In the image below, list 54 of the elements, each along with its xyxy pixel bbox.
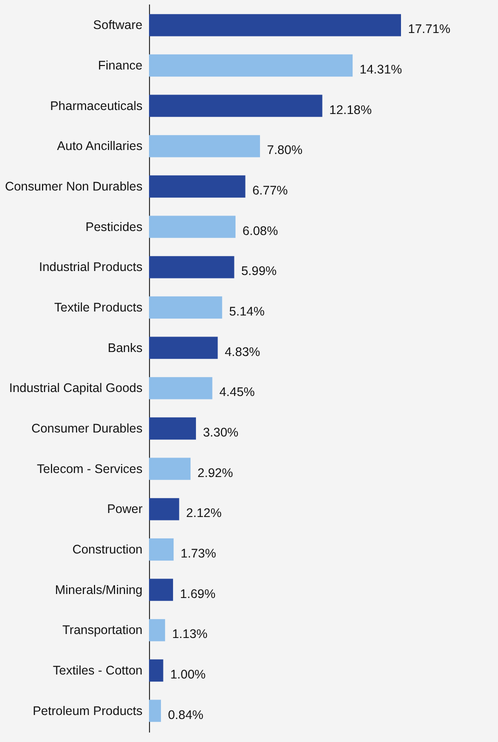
bar	[149, 135, 260, 158]
data-label: 4.45%	[219, 385, 255, 400]
y-tick-label: Textile Products	[54, 300, 142, 314]
bar	[149, 216, 236, 238]
bar	[149, 700, 161, 722]
data-label: 2.92%	[198, 466, 234, 480]
data-label: 2.12%	[186, 506, 222, 520]
data-label: 17.71%	[408, 22, 450, 36]
y-tick-label: Minerals/Mining	[54, 582, 143, 597]
bar	[149, 336, 218, 359]
y-tick-label: Petroleum Products	[32, 704, 142, 718]
data-label: 1.73%	[180, 546, 216, 560]
y-tick-label: Software	[93, 18, 143, 32]
bar	[149, 417, 196, 440]
y-tick-label: Industrial Products	[38, 260, 142, 274]
y-tick-label: Construction	[72, 542, 143, 556]
y-tick-label: Consumer Durables	[31, 422, 142, 436]
data-label: 6.77%	[252, 184, 288, 198]
bar	[149, 377, 212, 400]
data-label: 5.14%	[229, 304, 265, 318]
bar	[149, 54, 353, 77]
y-tick-label: Pharmaceuticals	[50, 98, 142, 113]
bar	[149, 578, 174, 601]
y-tick-label: Banks	[108, 340, 142, 355]
y-tick-label: Textiles - Cotton	[52, 663, 143, 678]
data-label: 6.08%	[242, 224, 278, 238]
data-label: 12.18%	[329, 102, 372, 117]
bar	[149, 659, 164, 682]
bar	[149, 538, 174, 561]
bar	[149, 296, 222, 319]
y-tick-label: Consumer Non Durables	[4, 180, 142, 194]
bar	[149, 498, 180, 520]
y-tick-label: Pesticides	[86, 220, 142, 234]
y-tick-label: Transportation	[62, 623, 143, 638]
bar	[149, 175, 246, 198]
data-label: 7.80%	[266, 143, 302, 158]
y-tick-label: Auto Ancillaries	[57, 139, 142, 154]
data-label: 14.31%	[360, 62, 402, 77]
data-label: 0.84%	[168, 708, 204, 722]
data-label: 5.99%	[241, 264, 277, 278]
y-tick-label: Telecom - Services	[36, 462, 142, 476]
data-label: 1.69%	[180, 586, 216, 601]
bar	[149, 619, 166, 642]
data-label: 4.83%	[224, 344, 260, 359]
bar	[149, 94, 322, 117]
bar	[149, 458, 191, 480]
data-label: 1.13%	[172, 627, 208, 642]
bar	[149, 256, 234, 278]
y-tick-label: Industrial Capital Goods	[9, 381, 142, 396]
y-tick-label: Finance	[98, 58, 143, 73]
data-label: 1.00%	[170, 667, 206, 682]
data-label: 3.30%	[202, 426, 238, 440]
bar	[149, 14, 401, 36]
y-tick-label: Power	[107, 502, 142, 516]
